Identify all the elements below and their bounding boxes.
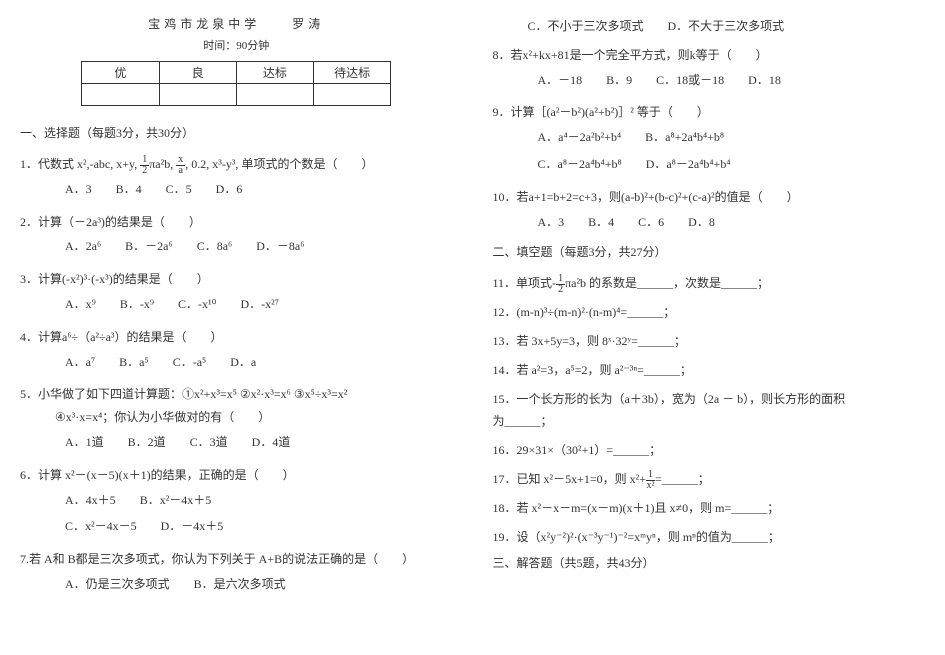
section-3-title: 三、解答题（共5题，共43分）	[493, 554, 926, 571]
question-19: 19．设（x²y⁻²)²·(x⁻³y⁻¹)⁻²=xᵐyⁿ，则 mⁿ的值为____…	[493, 526, 926, 549]
q6-options-2: C．x²－4x－5 D．－4x＋5	[20, 515, 453, 538]
q9-options-2: C．a⁸－2a⁴b⁴+b⁸ D．a⁸－2a⁴b⁴+b⁴	[493, 153, 926, 176]
question-2: 2．计算（－2a³)的结果是（ ） A．2a⁶ B．－2a⁶ C．8a⁶ D．－…	[20, 211, 453, 263]
question-13: 13．若 3x+5y=3，则 8ˣ·32ʸ=______；	[493, 330, 926, 353]
q8-options: A．－18 B．9 C．18或－18 D．18	[493, 69, 926, 92]
section-1-title: 一、选择题（每题3分，共30分）	[20, 124, 453, 141]
q4-options: A．a⁷ B．a⁵ C．-a⁵ D．a	[20, 351, 453, 374]
question-10: 10．若a+1=b+2=c+3，则(a-b)²+(b-c)²+(c-a)²的值是…	[493, 186, 926, 238]
grade-header-1: 优	[82, 62, 159, 84]
question-6: 6．计算 x²－(x－5)(x＋1)的结果，正确的是（ ） A．4x＋5 B．x…	[20, 464, 453, 542]
grade-cell	[236, 84, 313, 106]
grade-header-3: 达标	[236, 62, 313, 84]
grade-cell	[82, 84, 159, 106]
time-info: 时间：90分钟	[20, 37, 453, 53]
q15-text2: 为______；	[493, 410, 926, 433]
q2-options: A．2a⁶ B．－2a⁶ C．8a⁶ D．－8a⁶	[20, 235, 453, 258]
grade-table: 优 良 达标 待达标	[81, 61, 391, 106]
grade-cell	[314, 84, 391, 106]
q5-text2: ④x³·x=x⁴；你认为小华做对的有（ ）	[20, 406, 453, 429]
question-9: 9．计算［(a²－b²)(a²+b²)］² 等于（ ） A．a⁴－2a²b²+b…	[493, 101, 926, 179]
question-5: 5．小华做了如下四道计算题：①x²+x³=x⁵ ②x²·x³=x⁶ ③x⁵÷x³…	[20, 383, 453, 457]
left-column: 宝鸡市龙泉中学 罗涛 时间：90分钟 优 良 达标 待达标 一、选择题（每题3分…	[20, 15, 453, 640]
right-column: C．不小于三次多项式 D．不大于三次多项式 8．若x²+kx+81是一个完全平方…	[493, 15, 926, 640]
question-16: 16．29×31×（30²+1）=______；	[493, 439, 926, 462]
question-15: 15．一个长方形的长为（a＋3b），宽为（2a － b），则长方形的面积 为__…	[493, 388, 926, 434]
section-2-title: 二、填空题（每题3分，共27分）	[493, 243, 926, 260]
question-1: 1．代数式 x²,-abc, x+y, 12πa²b, xa, 0.2, x³-…	[20, 153, 453, 205]
q5-options: A．1道 B．2道 C．3道 D．4道	[20, 431, 453, 454]
grade-header-2: 良	[159, 62, 236, 84]
grade-cell	[159, 84, 236, 106]
question-4: 4．计算a⁶÷（a²÷a³）的结果是（ ） A．a⁷ B．a⁵ C．-a⁵ D．…	[20, 326, 453, 378]
q10-options: A．3 B．4 C．6 D．8	[493, 211, 926, 234]
grade-header-4: 待达标	[314, 62, 391, 84]
q1-options: A．3 B．4 C．5 D．6	[20, 178, 453, 201]
question-11: 11．单项式-12πa²b 的系数是______，次数是______；	[493, 272, 926, 295]
question-14: 14．若 a²=3，a⁵=2，则 a²⁻³ⁿ=______；	[493, 359, 926, 382]
question-3: 3．计算(-x²)³·(-x³)的结果是（ ） A．x⁹ B．-x⁹ C．-x¹…	[20, 268, 453, 320]
question-12: 12．(m-n)³÷(m-n)²·(n-m)⁴=______；	[493, 301, 926, 324]
q6-options: A．4x＋5 B．x²－4x＋5	[20, 489, 453, 512]
q7-continued: C．不小于三次多项式 D．不大于三次多项式	[493, 15, 926, 38]
question-8: 8．若x²+kx+81是一个完全平方式，则k等于（ ） A．－18 B．9 C．…	[493, 44, 926, 96]
school-name: 宝鸡市龙泉中学 罗涛	[20, 15, 453, 32]
question-7: 7.若 A和 B都是三次多项式，你认为下列关于 A+B的说法正确的是（ ） A．…	[20, 548, 453, 600]
q9-options: A．a⁴－2a²b²+b⁴ B．a⁸+2a⁴b⁴+b⁸	[493, 126, 926, 149]
question-18: 18．若 x²－x－m=(x－m)(x＋1)且 x≠0，则 m=______；	[493, 497, 926, 520]
q3-options: A．x⁹ B．-x⁹ C．-x¹⁰ D．-x²⁷	[20, 293, 453, 316]
q7-options: A．仍是三次多项式 B．是六次多项式	[20, 573, 453, 596]
question-17: 17．已知 x²－5x+1=0，则 x²+1x²=______；	[493, 468, 926, 491]
